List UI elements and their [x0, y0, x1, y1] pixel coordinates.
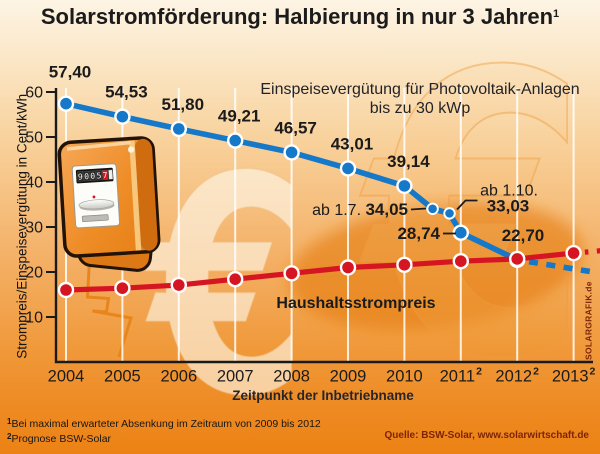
- meter-red-dot: [92, 195, 96, 199]
- y-axis-title: Strompreis/Einspeisevergütung in Cent/kW…: [14, 93, 30, 359]
- data-point: [116, 110, 129, 123]
- label-connector: [410, 207, 427, 211]
- meter-digit: 0: [84, 172, 90, 181]
- meter-digit-cell: [95, 170, 103, 181]
- data-point: [285, 146, 298, 159]
- source-credit: Quelle: BSW-Solar, www.solarwirtschaft.d…: [384, 430, 589, 441]
- meter-digit-cell: [101, 169, 109, 181]
- euro-watermark-right: €: [356, 0, 589, 445]
- point-label-54,53: 54,53: [105, 83, 148, 102]
- meter-screw: [127, 146, 135, 153]
- meter-side-stripe: [129, 140, 142, 251]
- footnote-2: 2Prognose BSW-Solar: [7, 432, 112, 446]
- meter-dial: [78, 199, 115, 210]
- axis-lines: [54, 88, 593, 364]
- meter-side-band: [134, 138, 158, 251]
- point-label-33,03: 33,03: [487, 197, 530, 216]
- y-tick-label-20: 20: [25, 265, 43, 282]
- meter-digit-cell: [77, 171, 84, 182]
- data-point: [511, 253, 523, 265]
- data-point: [229, 273, 241, 286]
- y-tick-label-10: 10: [25, 310, 43, 327]
- footnote-1: 1Bei maximal erwarteter Absenkung im Zei…: [7, 417, 321, 430]
- data-point: [229, 134, 241, 147]
- x-tick-label-2007: 2007: [217, 368, 254, 386]
- data-point: [173, 279, 185, 291]
- meter-digit: 7: [102, 171, 108, 180]
- data-point: [455, 226, 467, 239]
- x-tick-label-2006: 2006: [160, 368, 197, 386]
- gridlines: [65, 88, 575, 361]
- y-tick-label-40: 40: [25, 175, 43, 192]
- x-tick-label-2010: 2010: [386, 368, 423, 386]
- x-tick-label-2004: 2004: [48, 368, 85, 386]
- series-line: [63, 250, 577, 293]
- point-label-28,74: 28,74: [397, 224, 440, 243]
- data-series: [57, 95, 600, 299]
- point-label-49,21: 49,21: [218, 107, 261, 126]
- data-point: [342, 261, 354, 274]
- chart-title: Solarstromförderung: Halbierung in nur 3…: [0, 5, 600, 29]
- meter-digit-blank-cell: [108, 169, 114, 180]
- footnotes: 1Bei maximal erwarteter Absenkung im Zei…: [7, 415, 321, 446]
- x-tick-label-2012: 20122: [495, 366, 539, 386]
- data-point: [173, 123, 185, 135]
- label-connector: [456, 199, 478, 211]
- data-point: [455, 255, 467, 267]
- point-label-46,57: 46,57: [274, 118, 317, 137]
- y-tick-label-50: 50: [25, 130, 43, 147]
- data-point: [60, 97, 72, 110]
- data-point: [428, 204, 437, 214]
- meter-digit-cell: [89, 170, 96, 181]
- meter-slot: [81, 214, 109, 222]
- meter-digit: 0: [90, 172, 96, 181]
- point-labels: 57,40 54,53 51,80 49,21 46,57 43,01 39,14 ab 1.…: [49, 63, 545, 245]
- x-tick-label-2011: 20112: [440, 366, 482, 386]
- lightning-bolt: [85, 249, 133, 358]
- red-series-annotation: Haushaltsstrompreis: [276, 295, 436, 312]
- y-tick-label-60: 60: [25, 85, 43, 102]
- series-projection-dashed: [516, 257, 597, 276]
- chart-title-text: Solarstromförderung: Halbierung in nur 3…: [40, 4, 554, 29]
- chart-title-superscript: 1: [553, 8, 560, 20]
- meter-digit-cell: [83, 170, 90, 182]
- series-projection-dashed: [584, 248, 600, 255]
- blue-series-annotation-line1: Einspeisevergütung für Photovoltaik-Anla…: [260, 81, 580, 98]
- blue-series-annotation: Einspeisevergütung für Photovoltaik-Anla…: [250, 81, 590, 118]
- point-label-22,70: 22,70: [502, 226, 545, 245]
- meter-digit: 9: [78, 172, 84, 181]
- data-point: [116, 282, 129, 295]
- x-axis-title: Zeitpunkt der Inbetriebname: [232, 388, 414, 403]
- blue-series-annotation-line2: bis zu 30 kWp: [369, 100, 471, 118]
- meter-top-bevel: [66, 140, 131, 151]
- data-point: [398, 180, 411, 192]
- y-tick-label-30: 30: [25, 220, 43, 237]
- x-tick-label-2009: 2009: [330, 368, 367, 386]
- data-point: [285, 267, 298, 280]
- point-note-33,03: ab 1.10.: [480, 183, 538, 200]
- x-tick-label-2013: 20132: [552, 366, 596, 386]
- data-point: [398, 259, 411, 271]
- x-tick-label-2008: 2008: [273, 368, 310, 386]
- publisher-watermark: SOLARGRAFIK.de: [583, 281, 594, 360]
- point-label-43,01: 43,01: [331, 134, 374, 153]
- point-label-34,05: ab 1.7. 34,05: [312, 200, 408, 219]
- data-point: [567, 247, 580, 259]
- axes: [46, 88, 593, 364]
- point-label-51,80: 51,80: [162, 95, 205, 114]
- x-tick-label-2005: 2005: [104, 368, 141, 386]
- point-label-57,40: 57,40: [49, 63, 92, 82]
- dark-orange-blob: [288, 201, 584, 330]
- data-point: [60, 284, 72, 296]
- data-point: [445, 209, 454, 218]
- point-label-39,14: 39,14: [387, 152, 430, 171]
- meter-digit: 5: [96, 171, 102, 180]
- data-point: [342, 162, 354, 175]
